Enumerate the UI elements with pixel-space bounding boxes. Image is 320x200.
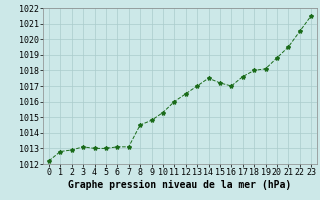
X-axis label: Graphe pression niveau de la mer (hPa): Graphe pression niveau de la mer (hPa) xyxy=(68,180,292,190)
